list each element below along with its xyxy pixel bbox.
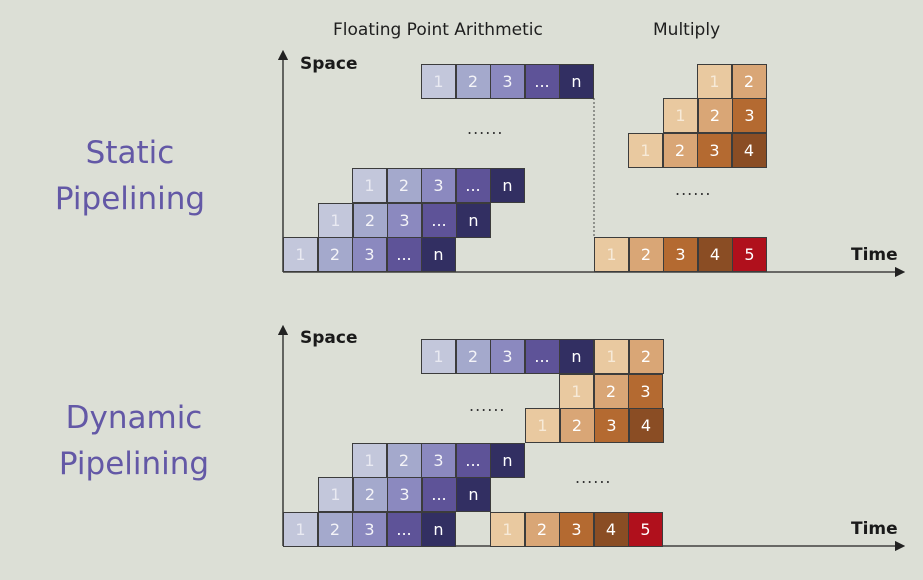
dynamic-fp-row-top-cell-1: 1 bbox=[421, 339, 456, 374]
dynamic-title-line1: Dynamic bbox=[65, 400, 203, 436]
static-fp-ellipsis: ...... bbox=[467, 119, 504, 138]
static-title-line1: Static bbox=[85, 135, 175, 171]
static-mult-row-d-cell-2: 2 bbox=[628, 237, 664, 272]
dynamic-mult-row-d-cell-5: 5 bbox=[628, 512, 663, 547]
dynamic-fp-row-2-cell-...: ... bbox=[421, 477, 457, 512]
dynamic-title-line2: Pipelining bbox=[58, 446, 210, 482]
static-mult-row-c-cell-4: 4 bbox=[731, 133, 767, 168]
dynamic-mult-row-c-cell-1: 1 bbox=[525, 408, 560, 443]
static-space-label: Space bbox=[300, 54, 358, 74]
static-fp-row-2-cell-...: ... bbox=[421, 203, 457, 238]
static-fp-row-3-cell-1: 1 bbox=[352, 168, 387, 203]
static-mult-row-b-cell-3: 3 bbox=[732, 98, 767, 133]
static-title-line2: Pipelining bbox=[54, 181, 206, 217]
dynamic-mult-row-a-cell-2: 2 bbox=[628, 339, 664, 374]
dynamic-fp-row-3-cell-n: n bbox=[490, 443, 525, 478]
static-mult-row-c-cell-1: 1 bbox=[628, 133, 663, 168]
static-fp-row-1-cell-2: 2 bbox=[317, 237, 353, 272]
dynamic-mult-row-c-cell-4: 4 bbox=[628, 408, 664, 443]
dynamic-fp-row-2-cell-1: 1 bbox=[318, 477, 353, 512]
static-fp-row-3-cell-n: n bbox=[490, 168, 525, 203]
static-fp-row-top-cell-...: ... bbox=[524, 64, 560, 99]
dynamic-fp-row-1-cell-3: 3 bbox=[352, 512, 387, 547]
dynamic-mult-row-a-cell-1: 1 bbox=[594, 339, 629, 374]
static-fp-row-1-cell-...: ... bbox=[386, 237, 422, 272]
static-fp-row-3-cell-2: 2 bbox=[386, 168, 422, 203]
static-fp-row-3-cell-3: 3 bbox=[421, 168, 456, 203]
static-fp-row-top-cell-2: 2 bbox=[455, 64, 491, 99]
dynamic-fp-row-1-cell-...: ... bbox=[386, 512, 422, 547]
dynamic-fp-row-top-cell-n: n bbox=[559, 339, 594, 374]
static-fp-row-3-cell-...: ... bbox=[455, 168, 491, 203]
dynamic-mult-row-b-cell-1: 1 bbox=[559, 374, 594, 409]
dynamic-mult-row-d-cell-1: 1 bbox=[490, 512, 525, 547]
dynamic-mult-row-d-cell-3: 3 bbox=[559, 512, 594, 547]
static-mult-row-d-cell-5: 5 bbox=[732, 237, 767, 272]
static-fp-row-1-cell-n: n bbox=[421, 237, 456, 272]
static-fp-row-2-cell-1: 1 bbox=[318, 203, 353, 238]
static-mult-row-a-cell-2: 2 bbox=[731, 64, 767, 99]
static-mult-ellipsis: ...... bbox=[675, 180, 712, 199]
static-time-label: Time bbox=[851, 245, 898, 265]
static-mult-row-c-cell-2: 2 bbox=[662, 133, 698, 168]
dynamic-fp-row-2-cell-2: 2 bbox=[352, 477, 388, 512]
dynamic-fp-row-3-cell-...: ... bbox=[455, 443, 491, 478]
dynamic-space-label: Space bbox=[300, 328, 358, 348]
static-fp-row-2-cell-2: 2 bbox=[352, 203, 388, 238]
static-fp-row-top-cell-1: 1 bbox=[421, 64, 456, 99]
dynamic-mult-ellipsis: ...... bbox=[575, 468, 612, 487]
dynamic-mult-row-c-cell-3: 3 bbox=[594, 408, 629, 443]
dynamic-title: Dynamic Pipelining bbox=[24, 395, 244, 487]
multiply-header: Multiply bbox=[653, 20, 721, 40]
static-mult-row-b-cell-2: 2 bbox=[697, 98, 733, 133]
dynamic-mult-row-c-cell-2: 2 bbox=[559, 408, 595, 443]
fp-header: Floating Point Arithmetic bbox=[333, 20, 543, 40]
dynamic-mult-row-b-cell-2: 2 bbox=[593, 374, 629, 409]
dynamic-fp-row-top-cell-...: ... bbox=[524, 339, 560, 374]
dynamic-fp-row-top-cell-3: 3 bbox=[490, 339, 525, 374]
dynamic-mult-row-b-cell-3: 3 bbox=[628, 374, 663, 409]
static-fp-row-top-cell-n: n bbox=[559, 64, 594, 99]
static-mult-row-d-cell-3: 3 bbox=[663, 237, 698, 272]
static-fp-row-top-cell-3: 3 bbox=[490, 64, 525, 99]
static-fp-row-1-cell-1: 1 bbox=[283, 237, 318, 272]
dynamic-fp-row-top-cell-2: 2 bbox=[455, 339, 491, 374]
dynamic-fp-row-1-cell-n: n bbox=[421, 512, 456, 547]
static-mult-row-a-cell-1: 1 bbox=[697, 64, 732, 99]
static-mult-row-b-cell-1: 1 bbox=[663, 98, 698, 133]
dynamic-fp-row-2-cell-n: n bbox=[456, 477, 491, 512]
dynamic-fp-row-3-cell-1: 1 bbox=[352, 443, 387, 478]
dynamic-mult-row-d-cell-4: 4 bbox=[593, 512, 629, 547]
static-mult-row-d-cell-1: 1 bbox=[594, 237, 629, 272]
dynamic-fp-ellipsis: ...... bbox=[469, 396, 506, 415]
dynamic-fp-row-1-cell-1: 1 bbox=[283, 512, 318, 547]
static-mult-row-c-cell-3: 3 bbox=[697, 133, 732, 168]
dynamic-fp-row-3-cell-3: 3 bbox=[421, 443, 456, 478]
static-fp-row-2-cell-n: n bbox=[456, 203, 491, 238]
static-mult-row-d-cell-4: 4 bbox=[697, 237, 733, 272]
dynamic-time-label: Time bbox=[851, 519, 898, 539]
static-fp-row-2-cell-3: 3 bbox=[387, 203, 422, 238]
dynamic-mult-row-d-cell-2: 2 bbox=[524, 512, 560, 547]
dynamic-fp-row-2-cell-3: 3 bbox=[387, 477, 422, 512]
static-title: Static Pipelining bbox=[20, 130, 240, 222]
static-fp-row-1-cell-3: 3 bbox=[352, 237, 387, 272]
dynamic-fp-row-1-cell-2: 2 bbox=[317, 512, 353, 547]
dynamic-fp-row-3-cell-2: 2 bbox=[386, 443, 422, 478]
